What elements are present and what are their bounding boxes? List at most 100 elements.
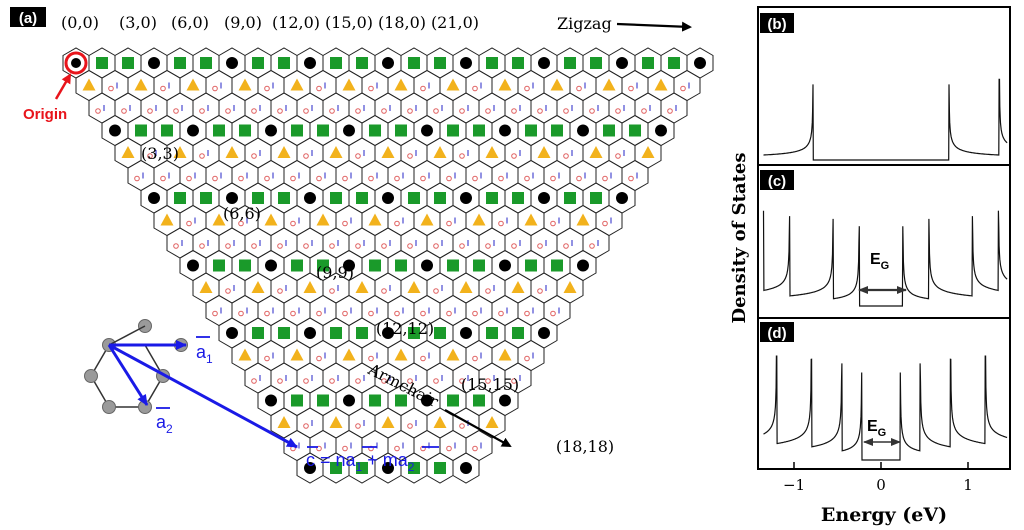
- pink-dot-marker: [147, 108, 153, 114]
- pink-dot-marker: [446, 445, 452, 452]
- lattice-hexagon: [244, 362, 272, 394]
- lattice-hexagon: [101, 69, 129, 102]
- square-marker: [239, 259, 251, 272]
- metallic-marker: [382, 327, 394, 339]
- lattice-hexagon: [530, 227, 558, 259]
- lattice-hexagon: [309, 294, 337, 327]
- pink-dot-marker: [355, 243, 361, 249]
- lattice-hexagon: [465, 294, 493, 327]
- lattice-hexagon: [114, 92, 142, 124]
- zigzag-index-labels: (0,0) (3,0) (6,0) (9,0) (12,0) (15,0) (18,0) (2…: [61, 13, 479, 32]
- square-marker: [590, 57, 602, 69]
- lattice-hexagon: [296, 92, 324, 124]
- pink-dot-marker: [160, 175, 166, 182]
- triangle-marker: [485, 416, 499, 428]
- lattice-hexagon: [296, 407, 324, 439]
- metallic-marker: [265, 394, 277, 407]
- square-marker: [525, 259, 537, 272]
- square-marker: [174, 57, 186, 69]
- metallic-marker: [655, 124, 667, 137]
- triangle-marker: [485, 146, 499, 158]
- lattice-hexagon: [257, 339, 285, 372]
- pink-dot-marker: [446, 310, 452, 317]
- pink-dot-marker: [199, 243, 205, 249]
- pink-dot-marker: [277, 378, 283, 384]
- lattice-hexagon: [153, 69, 181, 102]
- pink-dot-marker: [329, 288, 335, 294]
- pink-dot-marker: [407, 243, 413, 249]
- square-marker: [512, 57, 524, 69]
- lattice-hexagon: [309, 339, 337, 372]
- square-marker: [473, 259, 485, 272]
- metallic-marker: [460, 462, 472, 474]
- lattice-hexagon: [257, 69, 285, 102]
- pink-dot-marker: [446, 220, 452, 227]
- pink-dot-marker: [303, 153, 309, 159]
- triangle-marker: [264, 213, 278, 226]
- x-axis-label: Energy (eV): [821, 504, 947, 526]
- lattice-hexagon: [348, 407, 376, 439]
- armchair-index-label: (15,15): [461, 375, 519, 394]
- metallic-marker: [148, 192, 160, 204]
- pink-dot-marker: [485, 288, 491, 294]
- chirality-markers: [82, 57, 706, 474]
- metallic-marker: [460, 327, 472, 339]
- metallic-marker: [304, 57, 316, 69]
- triangle-marker: [446, 78, 460, 91]
- pink-dot-marker: [329, 243, 335, 249]
- pink-dot-marker: [537, 288, 543, 294]
- pink-dot-marker: [303, 108, 309, 114]
- triangle-marker: [498, 348, 512, 361]
- pink-dot-marker: [238, 220, 244, 227]
- square-marker: [317, 124, 329, 137]
- triangle-marker: [654, 78, 668, 91]
- square-marker: [668, 57, 680, 69]
- pink-dot-marker: [303, 243, 309, 249]
- lattice-hexagon: [426, 272, 454, 304]
- gap-label-d: EG: [867, 418, 886, 439]
- lattice-hexagon: [348, 227, 376, 259]
- lattice-hexagon: [283, 204, 311, 237]
- pink-dot-marker: [446, 175, 452, 182]
- panel-a-label-box: [10, 7, 46, 27]
- square-marker: [486, 192, 498, 204]
- lattice-hexagon: [452, 137, 480, 169]
- metallic-marker: [343, 394, 355, 407]
- panel-b-label-box: [760, 13, 794, 33]
- pink-dot-marker: [485, 378, 491, 384]
- square-marker: [278, 192, 290, 204]
- lattice-hexagon: [595, 159, 623, 192]
- lattice-hexagon: [478, 272, 506, 304]
- triangle-marker: [342, 348, 356, 361]
- lattice-hexagon: [452, 92, 480, 124]
- pink-dot-marker: [511, 108, 517, 114]
- pink-dot-marker: [615, 153, 621, 159]
- square-marker: [356, 192, 368, 204]
- metallic-marker: [460, 57, 472, 69]
- lattice-hexagon: [322, 92, 350, 124]
- square-marker: [369, 259, 381, 272]
- zigzag-index-label: (6,0): [171, 13, 209, 32]
- panel-a: (a) (0,0) (3,0) (6,0) (9,0) (12,0) (15,0) (18,…: [10, 7, 714, 484]
- square-marker: [395, 394, 407, 407]
- pink-dot-marker: [394, 175, 400, 182]
- square-marker: [330, 327, 342, 339]
- square-marker: [330, 57, 342, 69]
- lattice-hexagon: [517, 339, 545, 372]
- lattice-hexagon: [413, 429, 441, 462]
- lattice-hexagon: [166, 227, 194, 259]
- square-marker: [356, 462, 368, 474]
- pink-dot-marker: [394, 445, 400, 452]
- pink-dot-marker: [472, 175, 478, 182]
- pink-dot-marker: [277, 108, 283, 114]
- lattice-hexagon: [244, 92, 272, 124]
- triangle-marker: [173, 146, 187, 158]
- lattice-hexagon: [452, 227, 480, 259]
- square-marker: [213, 259, 225, 272]
- triangle-marker: [290, 78, 304, 91]
- pink-dot-marker: [251, 378, 257, 384]
- square-marker: [603, 124, 615, 137]
- pink-dot-marker: [186, 175, 192, 182]
- x-tick-label: 0: [876, 476, 886, 494]
- pink-dot-marker: [368, 85, 374, 92]
